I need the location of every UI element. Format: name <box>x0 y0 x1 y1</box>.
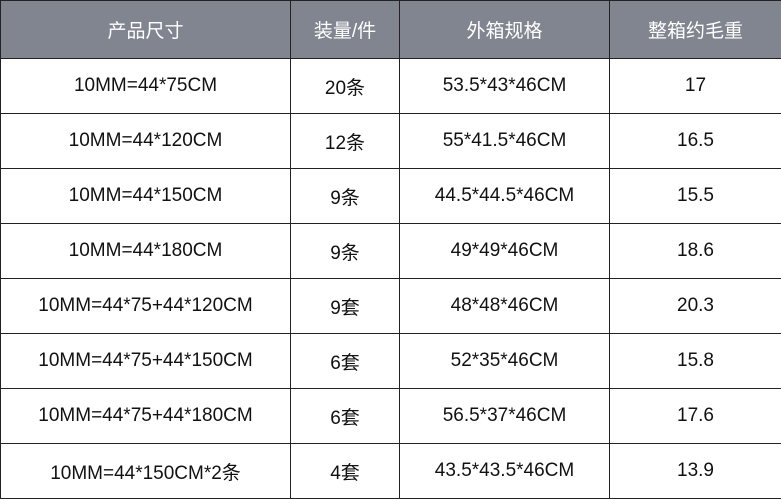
table-cell: 15.8 <box>609 333 781 389</box>
table-cell: 18.6 <box>609 223 781 279</box>
header-cell: 产品尺寸 <box>0 0 291 59</box>
table-cell: 13.9 <box>609 443 781 499</box>
table-cell: 4套 <box>290 443 400 499</box>
table-cell: 10MM=44*180CM <box>0 223 291 279</box>
table-cell: 6套 <box>290 333 400 389</box>
table-cell: 10MM=44*75CM <box>0 58 291 114</box>
table-cell: 56.5*37*46CM <box>399 388 610 444</box>
table-cell: 6套 <box>290 388 400 444</box>
table-cell: 43.5*43.5*46CM <box>399 443 610 499</box>
table-row: 10MM=44*75+44*180CM 6套 56.5*37*46CM 17.6 <box>0 388 781 444</box>
table-cell: 53.5*43*46CM <box>399 58 610 114</box>
table-cell: 55*41.5*46CM <box>399 113 610 169</box>
table-cell: 44.5*44.5*46CM <box>399 168 610 224</box>
header-cell: 装量/件 <box>290 0 400 59</box>
table-cell: 9条 <box>290 168 400 224</box>
header-row: 产品尺寸 装量/件 外箱规格 整箱约毛重 <box>0 0 781 59</box>
table-row: 10MM=44*150CM 9条 44.5*44.5*46CM 15.5 <box>0 168 781 224</box>
table-body: 10MM=44*75CM 20条 53.5*43*46CM 17 10MM=44*120… <box>0 58 781 499</box>
table-cell: 16.5 <box>609 113 781 169</box>
header-cell: 整箱约毛重 <box>609 0 781 59</box>
table-cell: 9条 <box>290 223 400 279</box>
table-row: 10MM=44*150CM*2条 4套 43.5*43.5*46CM 13.9 <box>0 443 781 499</box>
table-cell: 48*48*46CM <box>399 278 610 334</box>
table-cell: 10MM=44*75+44*120CM <box>0 278 291 334</box>
header-cell: 外箱规格 <box>399 0 610 59</box>
table-row: 10MM=44*75CM 20条 53.5*43*46CM 17 <box>0 58 781 114</box>
table-cell: 10MM=44*75+44*150CM <box>0 333 291 389</box>
table-row: 10MM=44*75+44*150CM 6套 52*35*46CM 15.8 <box>0 333 781 389</box>
table-row: 10MM=44*180CM 9条 49*49*46CM 18.6 <box>0 223 781 279</box>
table-cell: 52*35*46CM <box>399 333 610 389</box>
table-cell: 12条 <box>290 113 400 169</box>
table-cell: 20.3 <box>609 278 781 334</box>
table-cell: 15.5 <box>609 168 781 224</box>
table-cell: 20条 <box>290 58 400 114</box>
table-cell: 17 <box>609 58 781 114</box>
table-cell: 17.6 <box>609 388 781 444</box>
table-cell: 49*49*46CM <box>399 223 610 279</box>
table-row: 10MM=44*75+44*120CM 9套 48*48*46CM 20.3 <box>0 278 781 334</box>
table-cell: 10MM=44*150CM*2条 <box>0 443 291 499</box>
table-row: 10MM=44*120CM 12条 55*41.5*46CM 16.5 <box>0 113 781 169</box>
table-cell: 10MM=44*75+44*180CM <box>0 388 291 444</box>
table-cell: 10MM=44*150CM <box>0 168 291 224</box>
table-cell: 9套 <box>290 278 400 334</box>
table-cell: 10MM=44*120CM <box>0 113 291 169</box>
